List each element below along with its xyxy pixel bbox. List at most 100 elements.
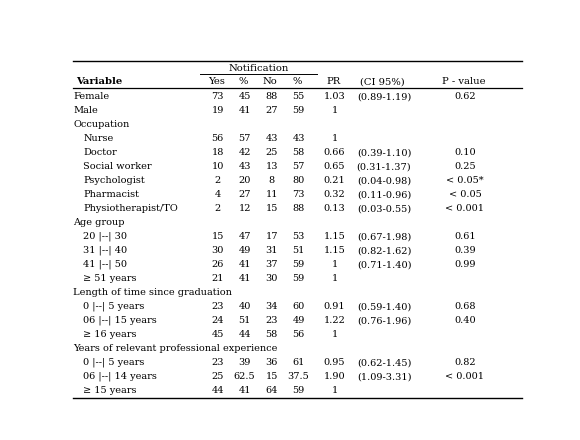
Text: 41: 41: [238, 274, 251, 283]
Text: 41: 41: [238, 260, 251, 269]
Text: 56: 56: [212, 134, 224, 143]
Text: Occupation: Occupation: [74, 120, 130, 129]
Text: (0.67-1.98): (0.67-1.98): [357, 232, 411, 241]
Text: 58: 58: [292, 148, 304, 157]
Text: 44: 44: [212, 386, 224, 395]
Text: 06 |--| 14 years: 06 |--| 14 years: [84, 372, 157, 381]
Text: 1: 1: [331, 330, 338, 339]
Text: 37.5: 37.5: [288, 372, 310, 381]
Text: Pharmacist: Pharmacist: [84, 190, 139, 199]
Text: Yes: Yes: [208, 77, 225, 86]
Text: 1.15: 1.15: [324, 246, 346, 255]
Text: 41 |--| 50: 41 |--| 50: [84, 260, 127, 269]
Text: < 0.001: < 0.001: [445, 372, 484, 381]
Text: 0.21: 0.21: [324, 176, 346, 185]
Text: (0.31-1.37): (0.31-1.37): [357, 162, 411, 171]
Text: (0.39-1.10): (0.39-1.10): [357, 148, 411, 157]
Text: 27: 27: [238, 190, 251, 199]
Text: 61: 61: [292, 358, 304, 367]
Text: 1: 1: [331, 386, 338, 395]
Text: 62.5: 62.5: [234, 372, 255, 381]
Text: 34: 34: [266, 302, 278, 311]
Text: 59: 59: [292, 260, 304, 269]
Text: 57: 57: [292, 162, 304, 171]
Text: 60: 60: [292, 302, 304, 311]
Text: Female: Female: [74, 92, 110, 101]
Text: 31: 31: [266, 246, 278, 255]
Text: 15: 15: [266, 204, 278, 213]
Text: 27: 27: [266, 106, 278, 115]
Text: 23: 23: [212, 358, 224, 367]
Text: 37: 37: [266, 260, 278, 269]
Text: 15: 15: [266, 372, 278, 381]
Text: 59: 59: [292, 386, 304, 395]
Text: 44: 44: [238, 330, 251, 339]
Text: 30: 30: [212, 246, 224, 255]
Text: 73: 73: [212, 92, 224, 101]
Text: 0.91: 0.91: [324, 302, 345, 311]
Text: 88: 88: [266, 92, 278, 101]
Text: Age group: Age group: [74, 218, 125, 227]
Text: PR: PR: [326, 77, 340, 86]
Text: 25: 25: [266, 148, 278, 157]
Text: 88: 88: [292, 204, 304, 213]
Text: 31 |--| 40: 31 |--| 40: [84, 246, 128, 256]
Text: 57: 57: [238, 134, 251, 143]
Text: 49: 49: [292, 316, 304, 325]
Text: 53: 53: [292, 232, 304, 241]
Text: 1.15: 1.15: [324, 232, 346, 241]
Text: Variable: Variable: [75, 77, 122, 86]
Text: 1.90: 1.90: [324, 372, 345, 381]
Text: %: %: [292, 77, 302, 86]
Text: 10: 10: [212, 162, 224, 171]
Text: < 0.05*: < 0.05*: [446, 176, 484, 185]
Text: 40: 40: [238, 302, 251, 311]
Text: 55: 55: [292, 92, 304, 101]
Text: (1.09-3.31): (1.09-3.31): [357, 372, 411, 381]
Text: 41: 41: [238, 386, 251, 395]
Text: 80: 80: [292, 176, 304, 185]
Text: (CI 95%): (CI 95%): [360, 77, 405, 86]
Text: ≥ 51 years: ≥ 51 years: [84, 274, 137, 283]
Text: 0.61: 0.61: [454, 232, 476, 241]
Text: 58: 58: [266, 330, 278, 339]
Text: (0.71-1.40): (0.71-1.40): [357, 260, 411, 269]
Text: 43: 43: [292, 134, 305, 143]
Text: 1: 1: [331, 134, 338, 143]
Text: 0.99: 0.99: [454, 260, 476, 269]
Text: 8: 8: [269, 176, 275, 185]
Text: 20 |--| 30: 20 |--| 30: [84, 232, 127, 242]
Text: 0.13: 0.13: [324, 204, 346, 213]
Text: 45: 45: [238, 92, 251, 101]
Text: 23: 23: [212, 302, 224, 311]
Text: 0.66: 0.66: [324, 148, 345, 157]
Text: 45: 45: [212, 330, 224, 339]
Text: Psychologist: Psychologist: [84, 176, 145, 185]
Text: 21: 21: [212, 274, 224, 283]
Text: 4: 4: [215, 190, 221, 199]
Text: 1.22: 1.22: [324, 316, 346, 325]
Text: 30: 30: [266, 274, 278, 283]
Text: 19: 19: [212, 106, 224, 115]
Text: 43: 43: [266, 134, 278, 143]
Text: 26: 26: [212, 260, 224, 269]
Text: 0.25: 0.25: [454, 162, 476, 171]
Text: 0.82: 0.82: [454, 358, 476, 367]
Text: (0.62-1.45): (0.62-1.45): [357, 358, 411, 367]
Text: 39: 39: [238, 358, 251, 367]
Text: 12: 12: [238, 204, 251, 213]
Text: 11: 11: [266, 190, 278, 199]
Text: 24: 24: [212, 316, 224, 325]
Text: Nurse: Nurse: [84, 134, 114, 143]
Text: ≥ 16 years: ≥ 16 years: [84, 330, 137, 339]
Text: 1: 1: [331, 260, 338, 269]
Text: 18: 18: [212, 148, 224, 157]
Text: 2: 2: [215, 204, 221, 213]
Text: (0.82-1.62): (0.82-1.62): [357, 246, 411, 255]
Text: 0.65: 0.65: [324, 162, 345, 171]
Text: 23: 23: [266, 316, 278, 325]
Text: 13: 13: [266, 162, 278, 171]
Text: Years of relevant professional experience: Years of relevant professional experienc…: [74, 344, 278, 353]
Text: 56: 56: [292, 330, 304, 339]
Text: 0 |--| 5 years: 0 |--| 5 years: [84, 302, 144, 312]
